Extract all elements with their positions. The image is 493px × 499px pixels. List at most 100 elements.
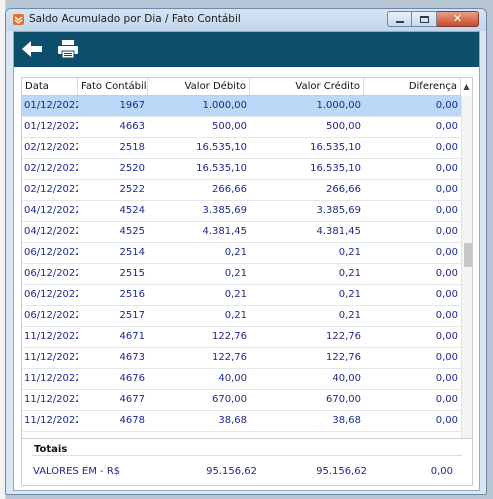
window-controls: ✕ (387, 11, 479, 27)
cell-data: 11/12/2022 (24, 394, 78, 405)
arrow-left-icon (22, 41, 42, 57)
cell-diferenca: 0,00 (435, 352, 458, 363)
table-row[interactable]: 11/12/2022 4676 40,00 40,00 0,00 (22, 369, 462, 390)
cell-fato-contabil: 4678 (119, 415, 145, 426)
column-header-fato-contabil[interactable]: Fato Contábil (78, 78, 148, 95)
maximize-button[interactable] (412, 11, 437, 27)
table-row[interactable]: 06/12/2022 2515 0,21 0,21 0,00 (22, 264, 462, 285)
cell-valor-debito: 3.385,69 (202, 205, 247, 216)
cell-diferenca: 0,00 (435, 394, 458, 405)
table-row[interactable]: 06/12/2022 2514 0,21 0,21 0,00 (22, 243, 462, 264)
print-button[interactable] (56, 38, 80, 60)
cell-diferenca: 0,00 (435, 310, 458, 321)
scrollbar-thumb[interactable] (464, 243, 472, 267)
cell-valor-debito: 4.381,45 (202, 226, 247, 237)
cell-fato-contabil: 1967 (119, 100, 145, 111)
cell-fato-contabil: 4673 (119, 352, 145, 363)
cell-valor-credito: 40,00 (332, 373, 361, 384)
grid-rows: 01/12/2022 1967 1.000,00 1.000,00 0,00 01/12/… (22, 96, 462, 432)
cell-valor-credito: 1.000,00 (316, 100, 361, 111)
cell-data: 11/12/2022 (24, 373, 78, 384)
cell-fato-contabil: 4525 (119, 226, 145, 237)
column-header-valor-credito[interactable]: Valor Crédito (250, 78, 364, 95)
table-row[interactable]: 11/12/2022 4677 670,00 670,00 0,00 (22, 390, 462, 411)
cell-valor-credito: 16.535,10 (310, 163, 361, 174)
cell-diferenca: 0,00 (435, 247, 458, 258)
cell-data: 01/12/2022 (24, 100, 78, 111)
cell-diferenca: 0,00 (435, 268, 458, 279)
table-row[interactable]: 06/12/2022 2516 0,21 0,21 0,00 (22, 285, 462, 306)
cell-data: 04/12/2022 (24, 226, 78, 237)
cell-data: 11/12/2022 (24, 352, 78, 363)
cell-data: 01/12/2022 (24, 121, 78, 132)
cell-fato-contabil: 4671 (119, 331, 145, 342)
cell-data: 11/12/2022 (24, 415, 78, 426)
vertical-scrollbar[interactable]: ▼ (461, 96, 472, 453)
cell-diferenca: 0,00 (435, 205, 458, 216)
column-header-data[interactable]: Data (22, 78, 78, 95)
cell-diferenca: 0,00 (435, 121, 458, 132)
cell-data: 06/12/2022 (24, 268, 78, 279)
cell-diferenca: 0,00 (435, 373, 458, 384)
table-row[interactable]: 02/12/2022 2520 16.535,10 16.535,10 0,00 (22, 159, 462, 180)
table-row[interactable]: 02/12/2022 2518 16.535,10 16.535,10 0,00 (22, 138, 462, 159)
cell-valor-debito: 670,00 (212, 394, 247, 405)
cell-fato-contabil: 4524 (119, 205, 145, 216)
cell-data: 04/12/2022 (24, 205, 78, 216)
table-row[interactable]: 11/12/2022 4671 122,76 122,76 0,00 (22, 327, 462, 348)
cell-fato-contabil: 4677 (119, 394, 145, 405)
close-button[interactable]: ✕ (437, 11, 479, 27)
cell-fato-contabil: 2516 (119, 289, 145, 300)
cell-fato-contabil: 2517 (119, 310, 145, 321)
column-header-diferenca[interactable]: Diferença (364, 78, 461, 95)
dialog-window: Saldo Acumulado por Dia / Fato Contábil … (5, 8, 487, 495)
table-row[interactable]: 06/12/2022 2517 0,21 0,21 0,00 (22, 306, 462, 327)
close-icon: ✕ (452, 12, 463, 25)
totals-title: Totais (34, 444, 68, 455)
cell-data: 06/12/2022 (24, 247, 78, 258)
cell-valor-debito: 500,00 (212, 121, 247, 132)
totals-label: VALORES EM - R$ (33, 466, 121, 477)
table-row[interactable]: 04/12/2022 4524 3.385,69 3.385,69 0,00 (22, 201, 462, 222)
cell-valor-debito: 16.535,10 (196, 142, 247, 153)
cell-valor-debito: 122,76 (212, 331, 247, 342)
minimize-button[interactable] (387, 11, 412, 27)
totals-divider (32, 455, 462, 456)
cell-fato-contabil: 2522 (119, 184, 145, 195)
cell-valor-credito: 266,66 (326, 184, 361, 195)
cell-valor-credito: 38,68 (332, 415, 361, 426)
cell-diferenca: 0,00 (435, 100, 458, 111)
totals-debito: 95.156,62 (206, 466, 257, 477)
totals-diferenca: 0,00 (430, 466, 453, 477)
cell-valor-debito: 1.000,00 (202, 100, 247, 111)
totals-panel: Totais VALORES EM - R$ 95.156,62 95.156,… (21, 438, 473, 486)
cell-data: 02/12/2022 (24, 142, 78, 153)
cell-valor-debito: 38,68 (218, 415, 247, 426)
minimize-icon (396, 21, 404, 23)
cell-data: 02/12/2022 (24, 184, 78, 195)
cell-diferenca: 0,00 (435, 289, 458, 300)
table-row[interactable]: 01/12/2022 4663 500,00 500,00 0,00 (22, 117, 462, 138)
cell-diferenca: 0,00 (435, 163, 458, 174)
title-bar[interactable]: Saldo Acumulado por Dia / Fato Contábil … (6, 9, 486, 31)
cell-valor-credito: 122,76 (326, 331, 361, 342)
column-header-valor-debito[interactable]: Valor Débito (148, 78, 250, 95)
cell-data: 11/12/2022 (24, 331, 78, 342)
table-row[interactable]: 04/12/2022 4525 4.381,45 4.381,45 0,00 (22, 222, 462, 243)
cell-valor-debito: 0,21 (224, 310, 247, 321)
printer-icon (58, 40, 78, 59)
cell-valor-debito: 266,66 (212, 184, 247, 195)
cell-diferenca: 0,00 (435, 142, 458, 153)
table-row[interactable]: 11/12/2022 4673 122,76 122,76 0,00 (22, 348, 462, 369)
table-row[interactable]: 01/12/2022 1967 1.000,00 1.000,00 0,00 (22, 96, 462, 117)
cell-valor-credito: 500,00 (326, 121, 361, 132)
table-row[interactable]: 02/12/2022 2522 266,66 266,66 0,00 (22, 180, 462, 201)
cell-data: 06/12/2022 (24, 289, 78, 300)
cell-valor-credito: 0,21 (338, 268, 361, 279)
table-row[interactable]: 11/12/2022 4678 38,68 38,68 0,00 (22, 411, 462, 432)
toolbar (14, 32, 479, 67)
back-button[interactable] (20, 38, 44, 60)
dialog-client-area: Data Fato Contábil Valor Débito Valor Cr… (13, 31, 480, 491)
cell-valor-credito: 3.385,69 (316, 205, 361, 216)
scroll-up-button[interactable]: ▲ (461, 78, 472, 96)
